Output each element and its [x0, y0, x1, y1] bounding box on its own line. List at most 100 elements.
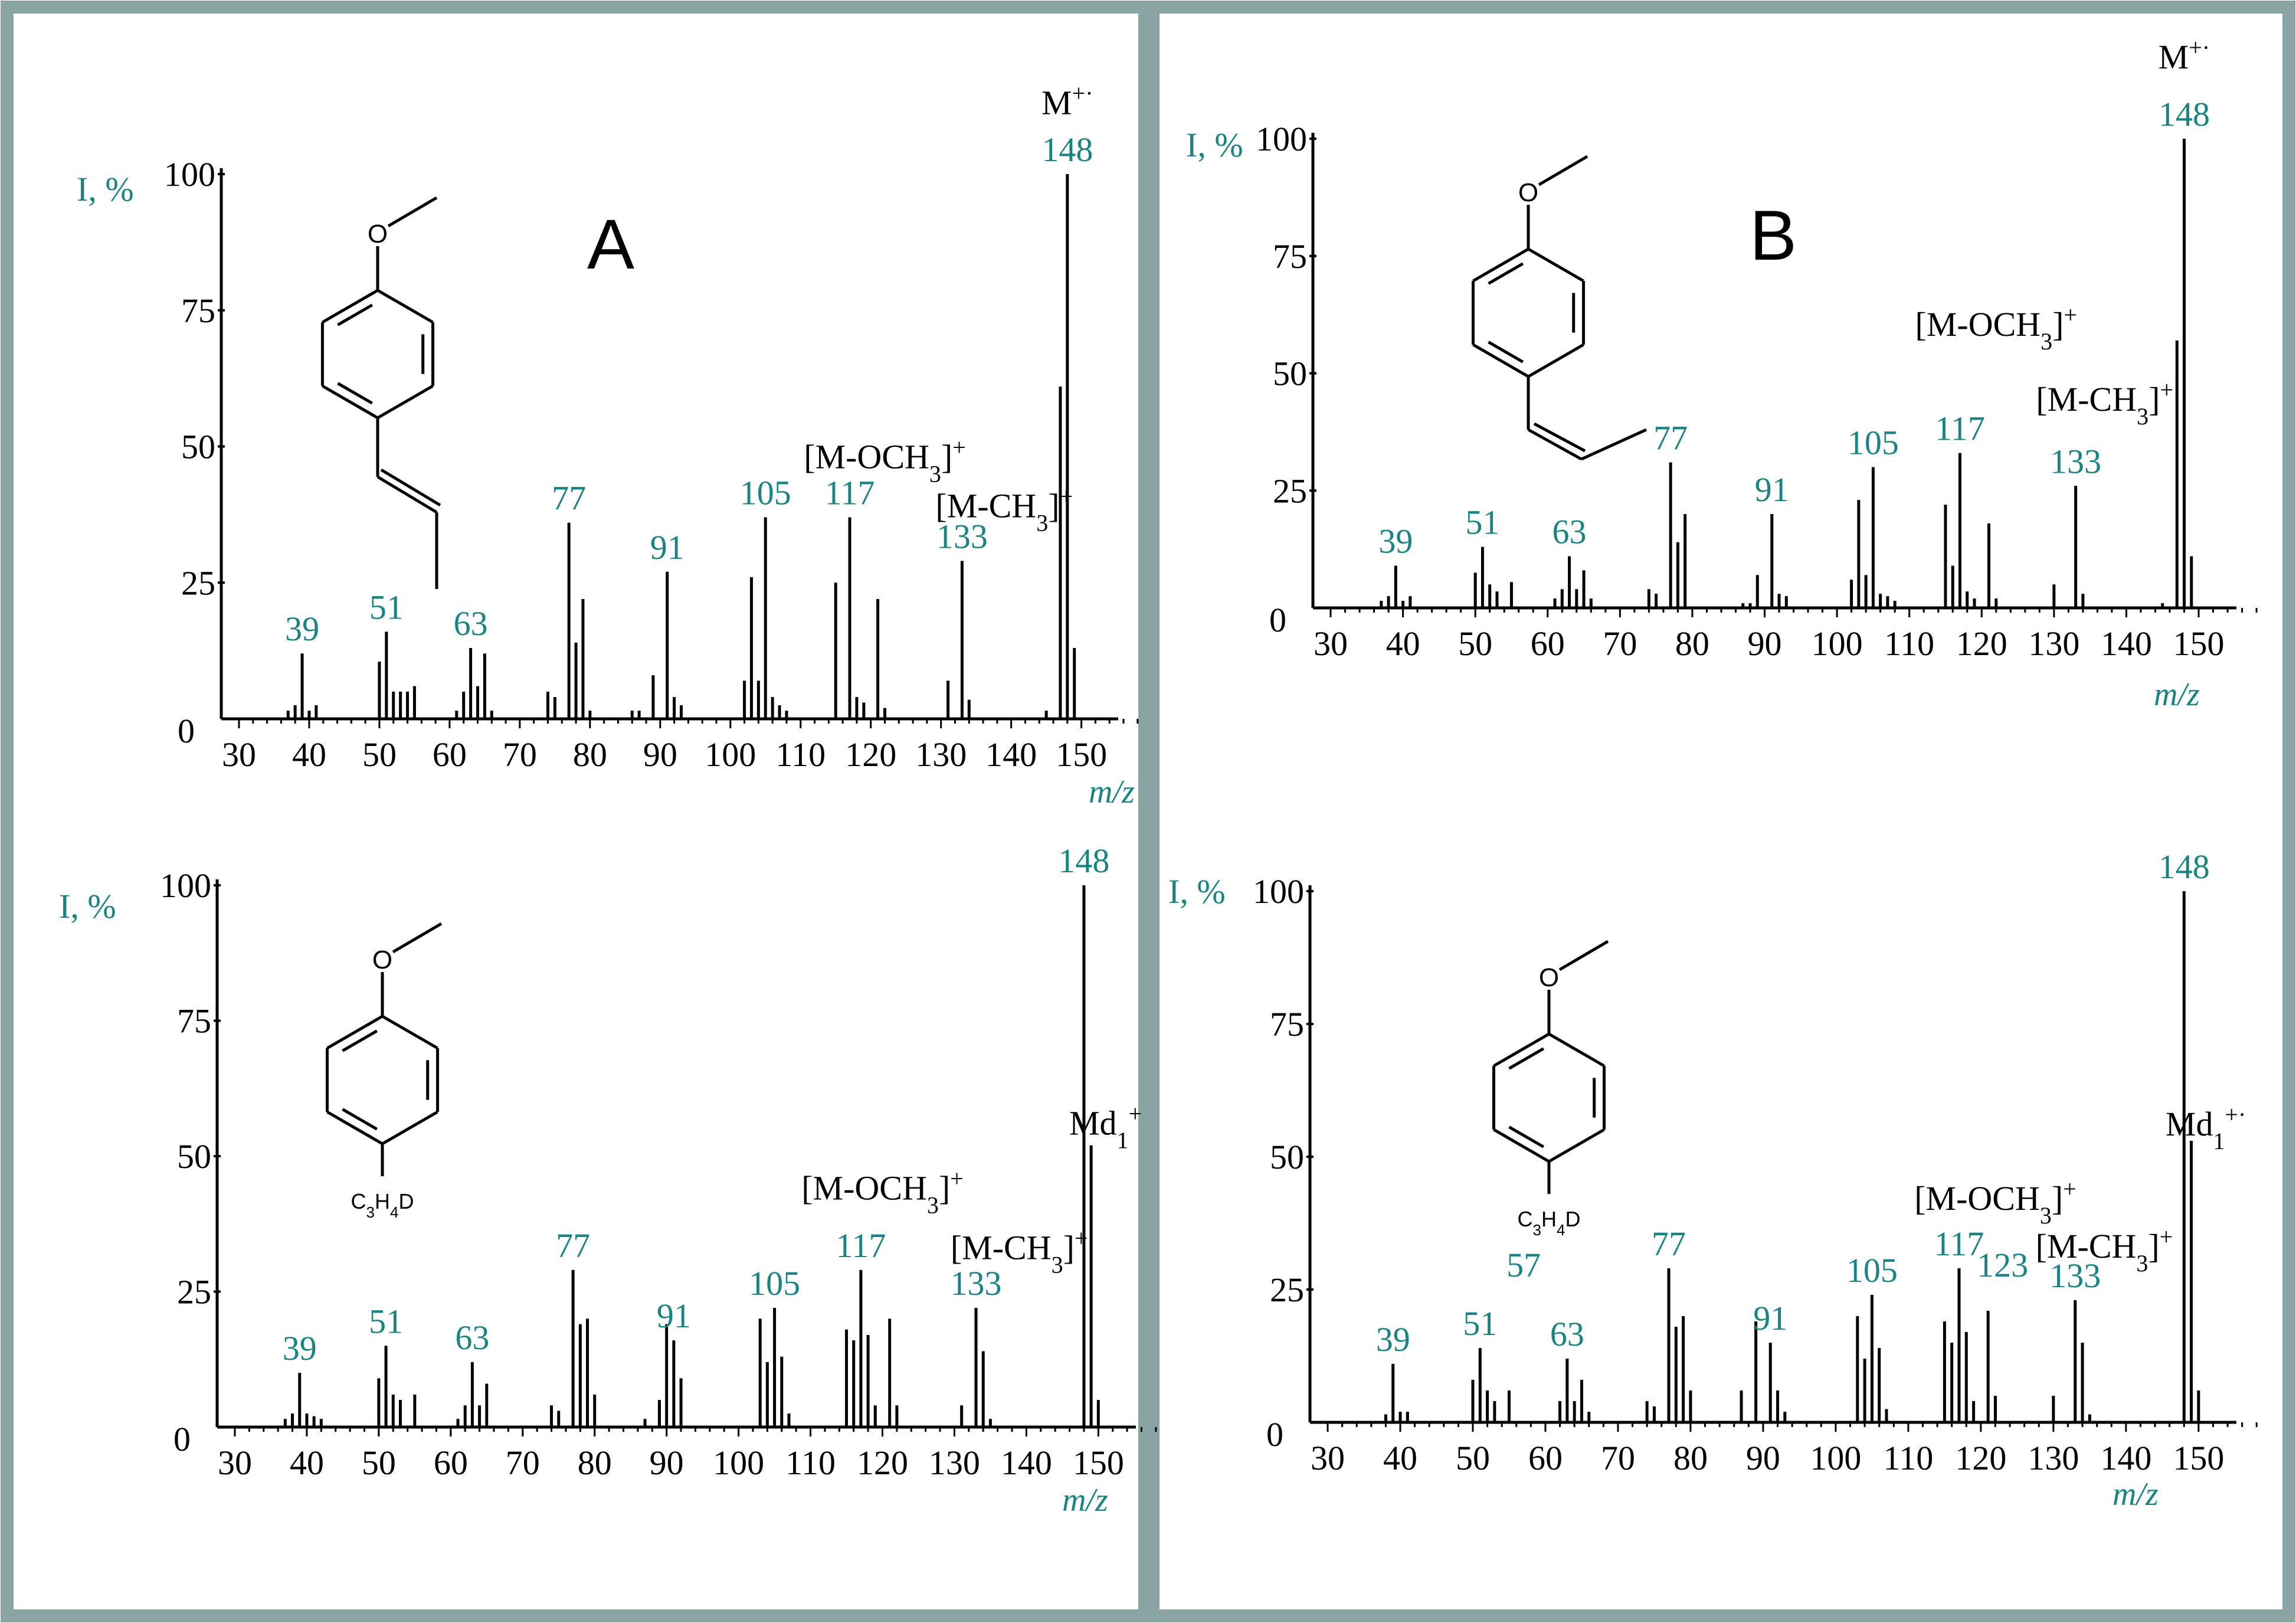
x-tick-label: 30	[1311, 1439, 1345, 1477]
x-tick-label: 40	[1386, 624, 1420, 663]
ring-bond	[1472, 247, 1529, 283]
ion-superscript: +	[950, 1165, 964, 1192]
peak-label: 39	[285, 610, 319, 648]
ion-superscript: +·	[2225, 1101, 2246, 1128]
ring-bond	[381, 1015, 438, 1050]
y-tick-label: 75	[181, 292, 215, 330]
peak-label: 51	[1465, 503, 1499, 542]
peak-label: 91	[1753, 1299, 1787, 1337]
ring-bond	[1548, 1128, 1605, 1163]
ion-label: Md1+·	[2166, 1101, 2246, 1154]
y-tick-label: 100	[1253, 872, 1304, 911]
ion-base: [M-OCH	[1915, 305, 2041, 343]
ion-bracket: ]	[939, 1169, 950, 1207]
ion-subscript: 3	[927, 1192, 939, 1218]
x-tick-label: 50	[1458, 624, 1492, 663]
ion-bracket: ]	[1063, 1228, 1075, 1267]
x-tick-label: 130	[2028, 1439, 2079, 1477]
substituent-part: 3	[366, 1203, 375, 1221]
x-tick-label: 150	[1073, 1444, 1124, 1482]
peak-label: 77	[1653, 419, 1688, 457]
y-tick-label: 50	[177, 1137, 211, 1176]
peak-label: 133	[951, 1264, 1002, 1303]
peak-label: 148	[2159, 848, 2210, 886]
ion-base: Md	[2166, 1105, 2213, 1143]
substituent-label: C3H4D	[351, 1189, 414, 1221]
x-tick-label: 70	[1601, 1439, 1635, 1477]
ring-bond	[326, 1015, 384, 1050]
ion-superscript: +	[2064, 301, 2078, 328]
peak-label: 117	[1934, 1225, 1984, 1263]
ring-bond	[1527, 343, 1584, 378]
ion-bracket: ]	[2052, 1179, 2063, 1218]
y-tick-label: 25	[177, 1273, 211, 1311]
ring-bond	[1548, 1032, 1605, 1068]
peak-label: 105	[1848, 424, 1899, 462]
x-tick-label: 140	[985, 735, 1037, 774]
x-tick-label: 50	[362, 735, 397, 774]
bond-propenyl-double	[1533, 422, 1586, 453]
x-tick-label: 90	[643, 735, 677, 774]
ring-bond	[322, 289, 379, 324]
ring-double-bond	[1508, 1047, 1545, 1070]
molecule-structure: O	[1471, 155, 1648, 461]
panel-letter-a: A	[587, 205, 634, 284]
ion-label: [M-OCH3]+	[801, 1165, 964, 1218]
ion-superscript: +	[2063, 1176, 2076, 1202]
x-tick-label: 120	[845, 735, 896, 774]
x-tick-label: 40	[292, 735, 326, 774]
x-tick-label: 80	[573, 735, 607, 774]
ion-superscript: +	[2160, 1223, 2173, 1250]
x-tick-label: 90	[1746, 1439, 1780, 1477]
peak-label: 39	[1378, 522, 1413, 560]
y-tick-label: 100	[164, 155, 215, 194]
bond-o-ch3	[387, 196, 438, 228]
peak-label: 91	[650, 528, 684, 567]
peak-label: 117	[836, 1226, 886, 1265]
ion-subscript: 3	[1036, 509, 1048, 536]
x-tick-label: 120	[1955, 1439, 2006, 1477]
x-tick-label: 70	[1603, 624, 1637, 663]
ion-bracket: ]	[2148, 380, 2160, 418]
molecule-structure: O	[320, 196, 441, 589]
ion-label: [M-OCH3]+	[1915, 301, 2078, 354]
peak-label: 51	[369, 588, 404, 626]
substituent-label: C3H4D	[1518, 1207, 1581, 1239]
x-tick-label: 100	[705, 735, 756, 774]
ion-base: [M-CH	[2036, 380, 2137, 418]
peak-label: 63	[455, 1318, 489, 1357]
bond-o-ch3	[392, 922, 443, 954]
x-tick-label: 40	[290, 1444, 324, 1482]
x-tick-label: 80	[578, 1444, 612, 1482]
y-tick-label: 100	[160, 866, 211, 905]
ring-double-bond	[1508, 1125, 1545, 1148]
ion-superscript: +	[952, 434, 966, 460]
ion-label: M+·	[2159, 34, 2210, 76]
substituent-part: D	[398, 1189, 414, 1213]
ion-bracket: ]	[941, 437, 952, 476]
ring-double-bond	[1488, 341, 1524, 364]
ion-base: [M-OCH	[804, 437, 929, 476]
x-tick-label: 60	[1531, 624, 1565, 663]
x-tick-label: 100	[713, 1444, 764, 1482]
x-tick-label: 70	[503, 735, 537, 774]
substituent-part: H	[1541, 1207, 1557, 1231]
x-tick-label: 100	[1812, 624, 1863, 663]
x-tick-label: 100	[1810, 1439, 1861, 1477]
x-tick-label: 150	[1056, 735, 1107, 774]
ion-label: Md1+	[1069, 1100, 1142, 1153]
y-tick-label: 0	[1269, 601, 1286, 639]
x-tick-label: 120	[1956, 624, 2007, 663]
ion-superscript: +·	[2189, 34, 2210, 60]
peak-label: 105	[749, 1264, 800, 1303]
ring-bond	[1493, 1032, 1550, 1068]
bond-o-ch3	[1538, 155, 1588, 186]
ion-label: [M-CH3]+	[2036, 1223, 2173, 1277]
ring-bond	[1493, 1128, 1550, 1163]
x-tick-label: 30	[218, 1444, 252, 1482]
x-tick-label: 80	[1673, 1439, 1708, 1477]
peak-label: 63	[454, 604, 488, 643]
x-tick-label: 140	[2101, 624, 2152, 663]
